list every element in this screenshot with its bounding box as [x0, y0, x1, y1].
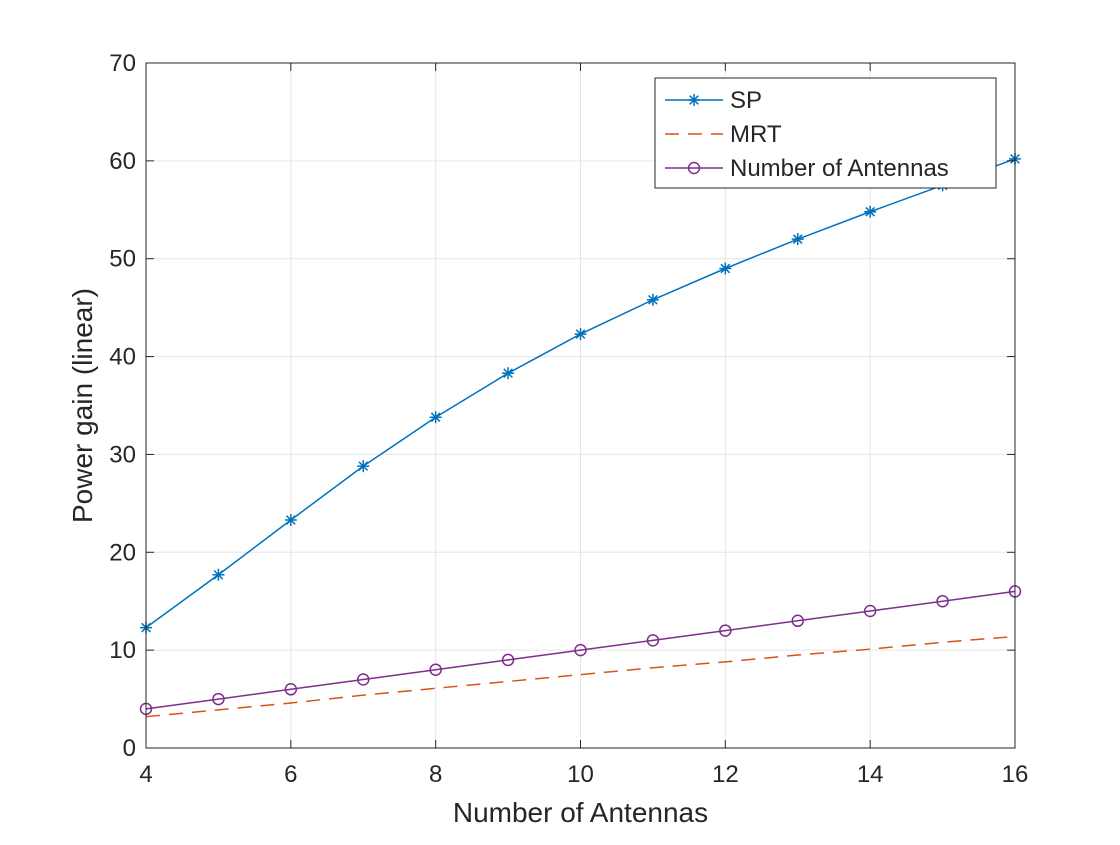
- x-tick-label: 8: [429, 761, 442, 788]
- tick-marks: [145, 62, 1016, 749]
- series-line-number-of-antennas: [145, 590, 1016, 710]
- data-point-number-of-antennas: [791, 614, 804, 628]
- y-tick-label: 40: [109, 344, 136, 371]
- marker-stroke: [430, 412, 441, 423]
- legend-item-sp: SP: [665, 87, 762, 114]
- y-axis-label: Power gain (linear): [67, 288, 98, 523]
- legend-label: SP: [730, 87, 762, 114]
- marker-stroke: [575, 329, 586, 339]
- y-tick-label: 50: [109, 246, 136, 273]
- y-tick-label: 10: [109, 637, 136, 664]
- x-axis-label: Number of Antennas: [453, 797, 708, 828]
- y-tick-label: 60: [109, 148, 136, 175]
- marker-stroke: [720, 263, 731, 274]
- data-point-sp: [574, 328, 587, 341]
- data-point-sp: [646, 293, 659, 306]
- legend-label: MRT: [730, 121, 782, 148]
- legend-marker: [688, 94, 700, 106]
- series-layer: [139, 152, 1022, 718]
- data-point-number-of-antennas: [357, 673, 370, 686]
- data-point-number-of-antennas: [863, 604, 877, 618]
- data-point-number-of-antennas: [501, 653, 515, 667]
- x-tick-label: 14: [857, 761, 884, 788]
- x-tick-label: 16: [1002, 761, 1029, 788]
- marker-stroke: [648, 294, 658, 305]
- legend-item-mrt: MRT: [665, 121, 782, 148]
- series-mrt: [145, 635, 1016, 718]
- data-point-number-of-antennas: [284, 683, 298, 696]
- x-tick-label: 6: [284, 761, 297, 788]
- legend-marker: [687, 161, 701, 175]
- data-point-number-of-antennas: [646, 634, 660, 647]
- marker-stroke: [213, 569, 224, 580]
- data-point-number-of-antennas: [936, 594, 949, 608]
- data-point-sp: [284, 513, 297, 526]
- marker-stroke: [792, 234, 803, 244]
- tick-labels: 4 6 8 10 12 14 16 0 10 20 30 40 50 60 70: [109, 50, 1028, 788]
- x-tick-label: 12: [712, 761, 739, 788]
- marker-stroke: [358, 461, 369, 472]
- marker-stroke: [689, 95, 699, 105]
- data-point-sp: [429, 411, 442, 424]
- data-point-sp: [357, 460, 370, 473]
- y-tick-label: 20: [109, 539, 136, 566]
- data-point-sp: [502, 367, 515, 380]
- data-point-sp: [719, 262, 732, 275]
- legend-box: [654, 77, 997, 189]
- data-point-sp: [864, 205, 877, 218]
- legend-label: Number of Antennas: [730, 155, 949, 182]
- marker-stroke: [285, 515, 296, 525]
- marker-stroke: [865, 206, 876, 217]
- x-tick-label: 4: [139, 761, 152, 788]
- legend-item-number-of-antennas: Number of Antennas: [665, 155, 949, 182]
- data-point-number-of-antennas: [429, 663, 442, 676]
- data-point-number-of-antennas: [574, 643, 587, 657]
- x-tick-label: 10: [567, 761, 594, 788]
- y-tick-label: 70: [109, 50, 136, 77]
- marker-stroke: [503, 368, 513, 379]
- data-point-sp: [791, 233, 804, 246]
- legend: SP MRT Number of Antennas: [654, 77, 997, 189]
- data-point-number-of-antennas: [719, 624, 732, 637]
- data-point-number-of-antennas: [212, 692, 225, 706]
- y-tick-label: 0: [123, 735, 136, 762]
- series-number-of-antennas: [139, 585, 1022, 716]
- series-line-mrt: [145, 635, 1016, 718]
- y-tick-label: 30: [109, 441, 136, 468]
- data-point-sp: [212, 568, 225, 581]
